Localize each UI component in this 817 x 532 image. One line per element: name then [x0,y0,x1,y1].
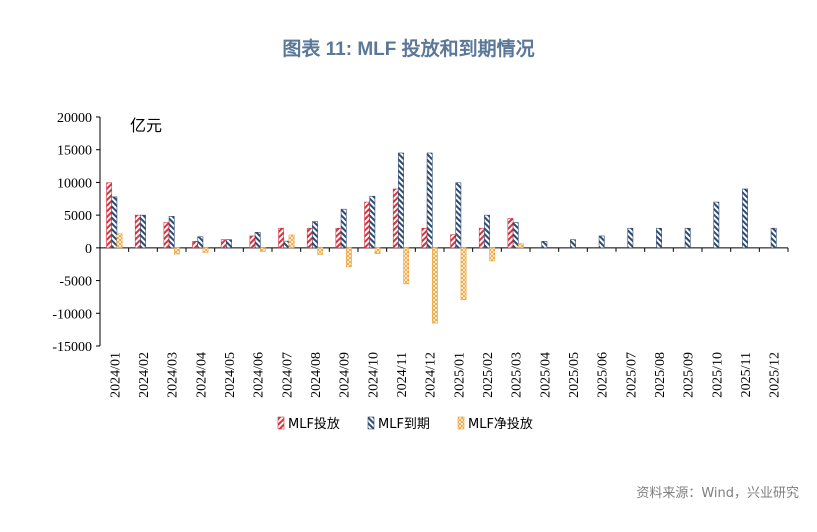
bar-issue [163,222,170,249]
bar-net [517,243,524,249]
legend-label: MLF净投放 [468,416,533,432]
x-tick-label: 2025/01 [452,352,467,398]
bar-issue [507,218,514,249]
bar-net [317,247,324,255]
bar-net [460,247,467,301]
x-tick-label: 2024/03 [166,352,181,398]
bar-maturity [627,227,634,249]
bar-net [345,247,352,268]
bar-maturity [168,216,175,249]
x-tick-label: 2025/07 [624,352,639,398]
bar-issue [392,188,399,249]
chart-title: 图表 11: MLF 投放和到期情况 [282,39,535,60]
x-tick-label: 2025/02 [481,352,496,398]
bar-net [116,233,123,249]
legend-label: MLF到期 [378,417,430,432]
bar-maturity [426,152,433,249]
bar-maturity [770,227,777,249]
bar-maturity [226,239,232,249]
y-tick-label: 10000 [57,176,92,191]
bar-issue [192,241,199,249]
bar-maturity [684,227,691,249]
source-note: 资料来源：Wind，兴业研究 [636,486,799,501]
x-tick-label: 2024/08 [309,352,324,398]
x-tick-label: 2024/04 [194,352,209,398]
bar-maturity [312,221,318,249]
bar-maturity [369,195,376,249]
bar-maturity [254,232,261,249]
bar-maturity [197,236,204,249]
bar-maturity [484,214,490,249]
x-tick-label: 2024/09 [338,352,353,398]
bar-maturity [742,188,748,249]
x-tick-label: 2025/09 [682,352,697,398]
bar-maturity [512,222,519,249]
bar-maturity [140,214,146,249]
legend-swatch-issue [277,416,285,430]
bar-net [431,247,438,324]
y-tick-label: -10000 [52,307,92,322]
bar-maturity [598,235,605,249]
bar-maturity [398,152,404,249]
bar-issue [306,227,313,249]
bar-maturity [656,227,662,249]
y-tick-label: -15000 [52,340,92,355]
bars [106,152,777,324]
bar-issue [134,214,141,249]
legend: MLF投放 MLF到期 MLF净投放 [277,416,533,432]
x-tick-label: 2025/10 [710,352,725,398]
bar-issue [249,235,256,249]
x-tick-label: 2025/11 [739,352,754,397]
y-tick-label: 5000 [64,209,92,224]
bar-maturity [283,240,290,249]
bar-issue [278,227,285,249]
legend-label: MLF投放 [288,416,340,432]
bar-maturity [340,208,347,249]
bar-net [259,247,266,252]
y-tick-label: -5000 [59,275,92,290]
bar-maturity [713,201,720,249]
y-axis: 20000 15000 10000 5000 0 -5000 -10000 -15000 [52,111,101,355]
y-tick-label: 15000 [57,144,92,159]
bar-net [489,247,496,262]
legend-swatch-maturity [367,416,375,430]
y-tick-label: 0 [85,242,92,257]
x-tick-label: 2024/01 [108,352,123,398]
x-tick-label: 2024/11 [395,352,410,397]
x-tick-label: 2024/06 [252,352,267,398]
x-tick-label: 2025/04 [538,352,553,398]
x-tick-label: 2024/07 [280,352,295,398]
bar-net [374,247,381,254]
bar-maturity [570,239,576,249]
bar-maturity [541,241,548,249]
bar-net [202,247,209,253]
bar-issue [478,227,485,249]
unit-label: 亿元 [130,116,162,135]
bar-maturity [455,182,462,249]
x-tick-label: 2024/10 [366,352,381,398]
bar-issue [421,227,428,249]
y-tick-label: 20000 [57,111,92,126]
bar-issue [450,234,457,249]
x-axis: 2024/01 2024/02 2024/03 2024/04 2024/05 2024/… [99,247,789,398]
bar-issue [364,201,371,249]
x-tick-label: 2024/02 [137,352,152,398]
bar-maturity [111,196,118,249]
bar-issue [106,182,113,249]
x-tick-label: 2024/12 [424,352,439,398]
legend-swatch-net [457,416,465,430]
bar-net [288,234,295,249]
x-tick-label: 2025/06 [596,352,611,398]
x-tick-label: 2025/05 [567,352,582,398]
bar-issue [220,239,227,249]
x-tick-label: 2025/03 [510,352,525,398]
x-tick-label: 2024/05 [223,352,238,398]
bar-issue [335,227,342,249]
x-tick-label: 2025/08 [653,352,668,398]
bar-net [403,247,410,285]
bar-net [173,247,180,255]
x-tick-label: 2025/12 [768,352,783,398]
